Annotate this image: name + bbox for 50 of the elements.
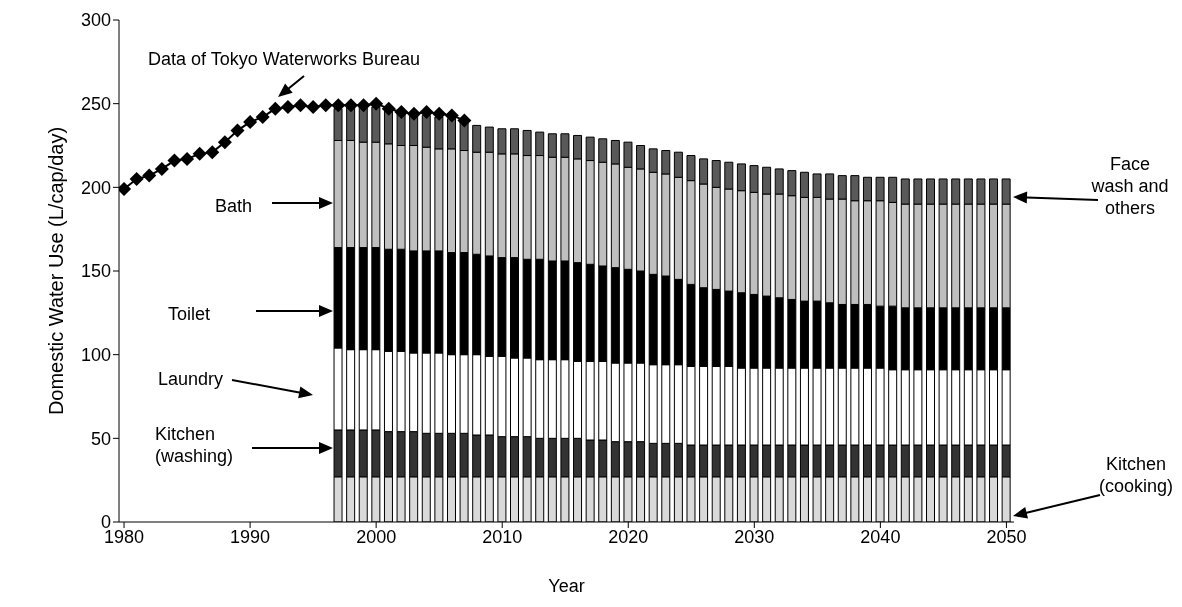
point [419,105,434,120]
point [129,171,144,186]
point [280,100,295,115]
point [457,113,472,128]
annotation: Data of Tokyo Waterworks Bureau [148,49,421,69]
y-axis-title: Domestic Water Use (L/cap/day) [45,126,67,416]
point [444,108,459,123]
y-tick-label: 50 [90,428,111,449]
point [205,145,220,160]
point [180,151,195,166]
point [369,96,384,111]
x-tick-label: 2030 [734,526,775,547]
point [343,98,358,113]
point [167,153,182,168]
y-tick-label: 300 [80,10,111,31]
point [192,146,207,161]
y-tick-label: 100 [80,345,111,366]
point [306,100,321,115]
annotation: Toilet [168,304,211,324]
x-tick-label: 2050 [986,526,1027,547]
x-tick-label: 2020 [608,526,649,547]
x-tick-label: 2000 [356,526,397,547]
annotation: Kitchen (washing) [155,424,234,466]
annotation: Bath [215,196,253,216]
y-tick-label: 200 [80,177,111,198]
point [356,98,371,113]
point [119,182,132,197]
point [293,98,308,113]
y-tick-label: 150 [80,261,111,282]
point [318,98,333,113]
point [331,98,346,113]
point [406,106,421,121]
point [394,105,409,120]
text: Kitchen (cooking) [1098,454,1174,496]
text: Face wash and others [1090,154,1169,218]
point [230,123,245,138]
x-tick-label: 2010 [482,526,523,547]
point [268,101,283,116]
point [255,110,270,125]
x-tick-label: 1990 [230,526,271,547]
point [432,106,447,121]
x-axis-title: Year [548,576,585,596]
point [243,115,258,130]
point [381,101,396,116]
point [142,168,157,183]
y-tick-label: 250 [80,94,111,115]
point [217,135,232,150]
annotation: Laundry [158,369,224,389]
point [154,161,169,176]
x-tick-label: 2040 [860,526,901,547]
